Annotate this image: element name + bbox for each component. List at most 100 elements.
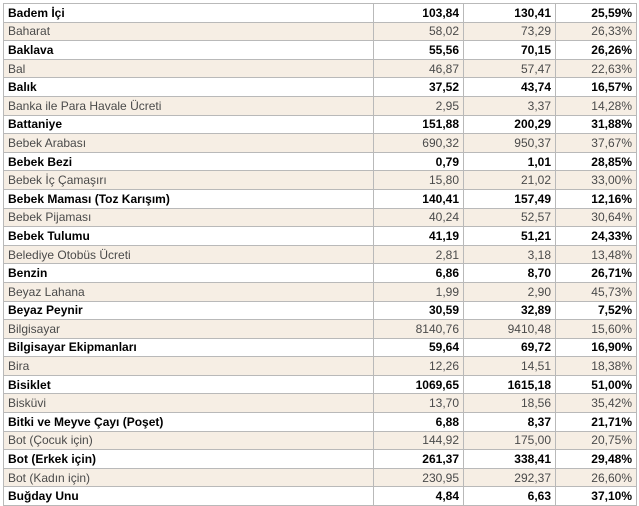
price-current-cell: 8,70 <box>463 263 556 283</box>
price-previous-cell: 6,86 <box>373 263 464 283</box>
item-name-cell: Battaniye <box>3 114 374 135</box>
price-current-cell: 1,01 <box>463 151 556 172</box>
change-percent-cell: 12,16% <box>555 188 637 209</box>
table-row: Balık 37,52 43,74 16,57% <box>3 77 637 97</box>
price-previous-cell: 41,19 <box>373 226 464 246</box>
price-previous-cell: 6,88 <box>373 412 464 432</box>
price-previous-cell: 144,92 <box>373 430 464 451</box>
item-name-cell: Bira <box>3 356 374 376</box>
price-previous-cell: 30,59 <box>373 300 464 321</box>
item-name-cell: Baklava <box>3 40 374 60</box>
table-row: Bisküvi 13,70 18,56 35,42% <box>3 393 637 414</box>
table-row: Bot (Erkek için) 261,37 338,41 29,48% <box>3 449 637 469</box>
item-name-cell: Belediye Otobüs Ücreti <box>3 244 374 265</box>
item-name-cell: Bilgisayar Ekipmanları <box>3 337 374 358</box>
item-name-cell: Bebek Tulumu <box>3 226 374 246</box>
price-current-cell: 57,47 <box>463 58 556 79</box>
item-name-cell: Benzin <box>3 263 374 283</box>
price-current-cell: 52,57 <box>463 207 556 228</box>
change-percent-cell: 51,00% <box>555 374 637 395</box>
table-row: Belediye Otobüs Ücreti 2,81 3,18 13,48% <box>3 244 637 265</box>
price-current-cell: 175,00 <box>463 430 556 451</box>
price-current-cell: 43,74 <box>463 77 556 97</box>
change-percent-cell: 26,33% <box>555 21 637 42</box>
table-row: Bebek Arabası 690,32 950,37 37,67% <box>3 133 637 153</box>
table-row: Bira 12,26 14,51 18,38% <box>3 356 637 376</box>
change-percent-cell: 16,57% <box>555 77 637 97</box>
price-previous-cell: 58,02 <box>373 21 464 42</box>
change-percent-cell: 35,42% <box>555 393 637 414</box>
price-current-cell: 3,37 <box>463 95 556 116</box>
item-name-cell: Bebek Maması (Toz Karışım) <box>3 188 374 209</box>
change-percent-cell: 18,38% <box>555 356 637 376</box>
change-percent-cell: 25,59% <box>555 3 637 23</box>
table-row: Beyaz Lahana 1,99 2,90 45,73% <box>3 281 637 302</box>
table-row: Benzin 6,86 8,70 26,71% <box>3 263 637 283</box>
price-previous-cell: 2,95 <box>373 95 464 116</box>
change-percent-cell: 20,75% <box>555 430 637 451</box>
price-previous-cell: 1,99 <box>373 281 464 302</box>
price-current-cell: 14,51 <box>463 356 556 376</box>
price-previous-cell: 230,95 <box>373 467 464 488</box>
price-previous-cell: 46,87 <box>373 58 464 79</box>
price-current-cell: 73,29 <box>463 21 556 42</box>
table-row: Battaniye 151,88 200,29 31,88% <box>3 114 637 135</box>
table-row: Banka ile Para Havale Ücreti 2,95 3,37 14,2… <box>3 95 637 116</box>
item-name-cell: Beyaz Lahana <box>3 281 374 302</box>
price-current-cell: 130,41 <box>463 3 556 23</box>
price-current-cell: 950,37 <box>463 133 556 153</box>
item-name-cell: Balık <box>3 77 374 97</box>
item-name-cell: Buğday Unu <box>3 486 374 506</box>
table-row: Buğday Unu 4,84 6,63 37,10% <box>3 486 637 506</box>
price-previous-cell: 2,81 <box>373 244 464 265</box>
item-name-cell: Badem İçi <box>3 3 374 23</box>
item-name-cell: Bot (Çocuk için) <box>3 430 374 451</box>
price-current-cell: 2,90 <box>463 281 556 302</box>
item-name-cell: Bebek Pijaması <box>3 207 374 228</box>
table-row: Bebek İç Çamaşırı 15,80 21,02 33,00% <box>3 170 637 190</box>
change-percent-cell: 16,90% <box>555 337 637 358</box>
change-percent-cell: 24,33% <box>555 226 637 246</box>
price-current-cell: 18,56 <box>463 393 556 414</box>
change-percent-cell: 31,88% <box>555 114 637 135</box>
item-name-cell: Bitki ve Meyve Çayı (Poşet) <box>3 412 374 432</box>
table-row: Bebek Bezi 0,79 1,01 28,85% <box>3 151 637 172</box>
table-row: Bilgisayar Ekipmanları 59,64 69,72 16,90% <box>3 337 637 358</box>
price-current-cell: 70,15 <box>463 40 556 60</box>
price-previous-cell: 37,52 <box>373 77 464 97</box>
item-name-cell: Bebek İç Çamaşırı <box>3 170 374 190</box>
price-previous-cell: 59,64 <box>373 337 464 358</box>
table-row: Bisiklet 1069,65 1615,18 51,00% <box>3 374 637 395</box>
price-previous-cell: 8140,76 <box>373 319 464 339</box>
price-previous-cell: 40,24 <box>373 207 464 228</box>
change-percent-cell: 29,48% <box>555 449 637 469</box>
price-current-cell: 51,21 <box>463 226 556 246</box>
price-previous-cell: 12,26 <box>373 356 464 376</box>
price-table-sheet: Badem İçi 103,84 130,41 25,59% Baharat 58,02 7… <box>3 3 637 506</box>
change-percent-cell: 37,10% <box>555 486 637 506</box>
item-name-cell: Bebek Arabası <box>3 133 374 153</box>
table-row: Bilgisayar 8140,76 9410,48 15,60% <box>3 319 637 339</box>
item-name-cell: Bisiklet <box>3 374 374 395</box>
change-percent-cell: 30,64% <box>555 207 637 228</box>
item-name-cell: Beyaz Peynir <box>3 300 374 321</box>
price-previous-cell: 55,56 <box>373 40 464 60</box>
change-percent-cell: 7,52% <box>555 300 637 321</box>
change-percent-cell: 22,63% <box>555 58 637 79</box>
item-name-cell: Bisküvi <box>3 393 374 414</box>
item-name-cell: Bilgisayar <box>3 319 374 339</box>
price-previous-cell: 4,84 <box>373 486 464 506</box>
price-current-cell: 69,72 <box>463 337 556 358</box>
price-previous-cell: 261,37 <box>373 449 464 469</box>
change-percent-cell: 26,60% <box>555 467 637 488</box>
change-percent-cell: 45,73% <box>555 281 637 302</box>
price-current-cell: 21,02 <box>463 170 556 190</box>
item-name-cell: Baharat <box>3 21 374 42</box>
price-previous-cell: 1069,65 <box>373 374 464 395</box>
price-current-cell: 32,89 <box>463 300 556 321</box>
price-previous-cell: 13,70 <box>373 393 464 414</box>
price-previous-cell: 690,32 <box>373 133 464 153</box>
price-previous-cell: 103,84 <box>373 3 464 23</box>
change-percent-cell: 21,71% <box>555 412 637 432</box>
table-row: Baharat 58,02 73,29 26,33% <box>3 21 637 42</box>
